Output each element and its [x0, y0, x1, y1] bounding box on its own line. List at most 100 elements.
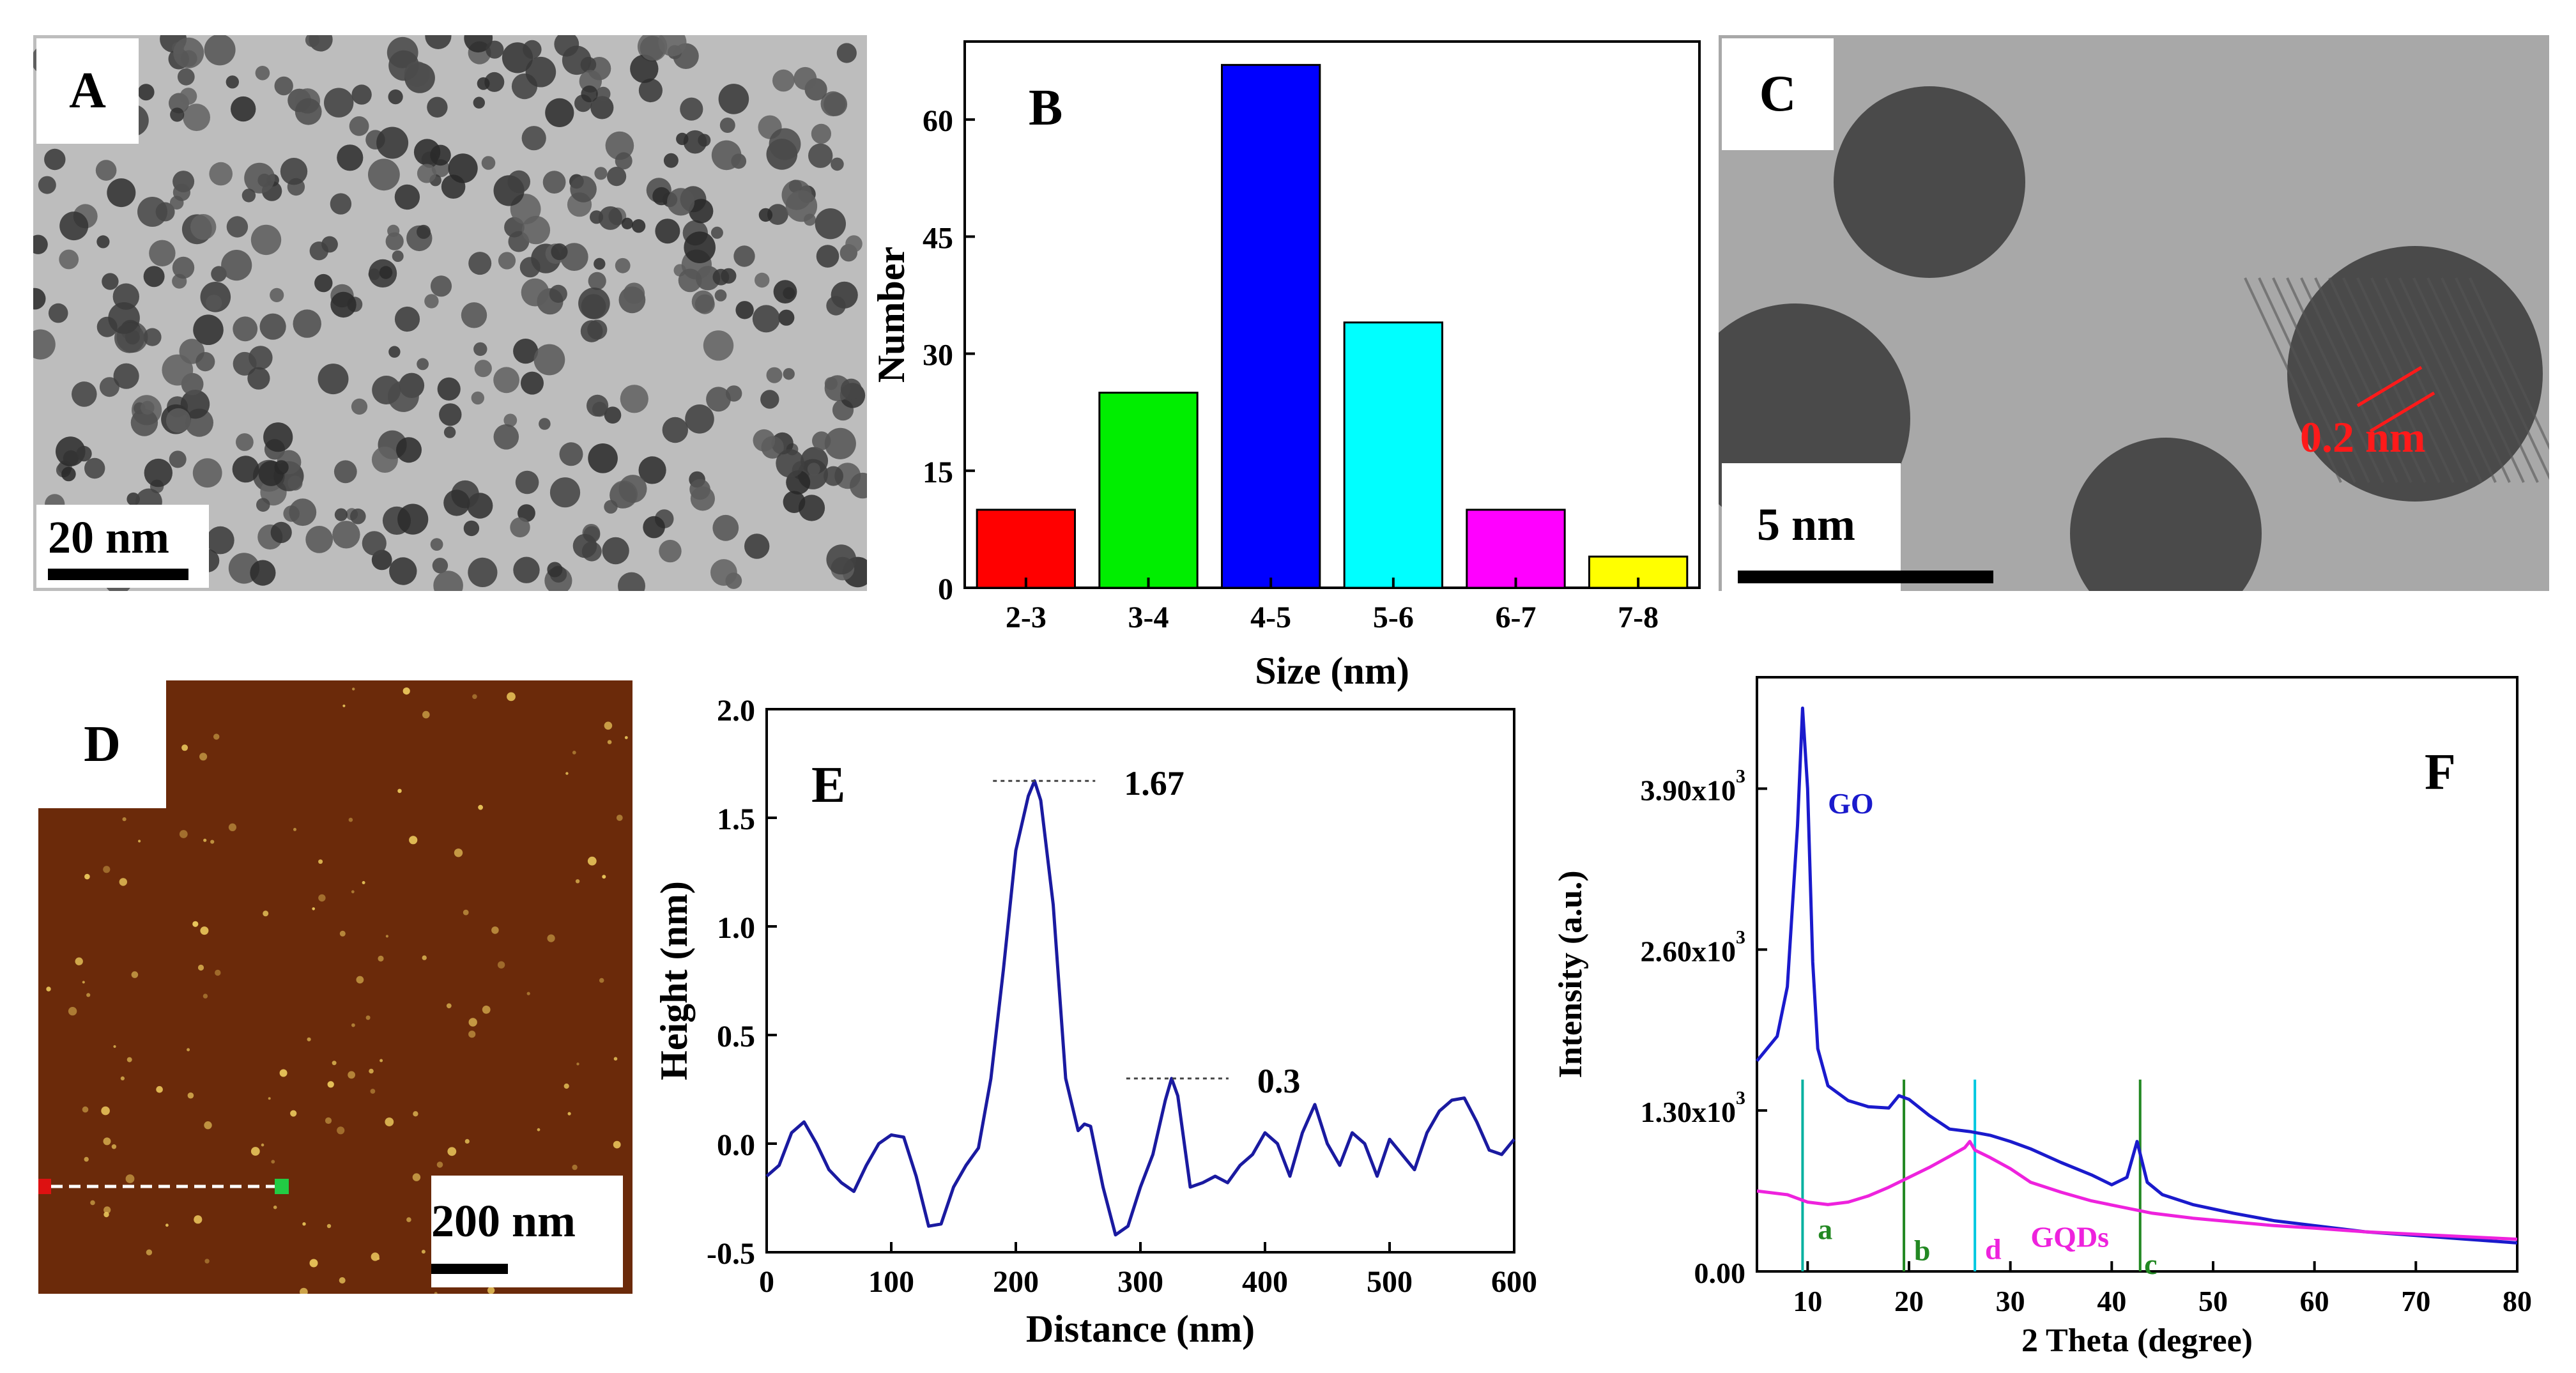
x-tick-label: 6-7 [1496, 601, 1537, 634]
nanoparticle [703, 330, 734, 361]
nanoparticle [314, 273, 333, 293]
nanoparticle [840, 378, 862, 400]
afm-dot [126, 1057, 132, 1062]
nanoparticle [330, 193, 352, 215]
nanoparticle [663, 153, 678, 168]
nanoparticle [430, 538, 443, 551]
marker-label-d: d [1985, 1233, 2002, 1266]
nanoparticle [547, 562, 563, 578]
nanoparticle [711, 140, 742, 171]
panel-c-scale-bar: 5 nm [1722, 463, 1901, 591]
nanoparticle [755, 272, 770, 288]
marker-label-b: b [1914, 1234, 1931, 1267]
nanoparticle [733, 245, 755, 267]
nanoparticle [767, 204, 788, 225]
afm-dot [318, 859, 323, 864]
nanoparticle [602, 537, 629, 565]
panel-a-letter: A [36, 38, 139, 144]
afm-dot [268, 1097, 271, 1100]
nanoparticle [33, 234, 48, 254]
nanoparticle [295, 98, 322, 125]
afm-dot [250, 1147, 260, 1156]
nanoparticle [638, 456, 666, 484]
panel-c-scale-line [1738, 571, 1993, 583]
afm-dot [602, 875, 606, 879]
nanoparticle [379, 266, 393, 279]
nanoparticle [793, 66, 817, 90]
afm-dot [204, 1259, 210, 1264]
nanoparticle [387, 224, 400, 237]
afm-dot [377, 1257, 380, 1261]
nanoparticle [233, 351, 257, 376]
nanoparticle [231, 96, 256, 122]
afm-dot [351, 890, 355, 894]
marker-label-c: c [2144, 1248, 2157, 1280]
lattice-fringe [2342, 277, 2441, 483]
nanoparticle [652, 187, 671, 206]
afm-dot [111, 1144, 117, 1149]
nanoparticle [255, 66, 270, 81]
x-tick-label: 200 [993, 1265, 1039, 1299]
nanoparticle [309, 242, 328, 261]
nanoparticle [270, 521, 292, 544]
y-tick-label: -0.5 [707, 1237, 755, 1271]
afm-dot [273, 1205, 277, 1209]
afm-dot [604, 721, 613, 730]
nanoparticle [586, 394, 609, 417]
nanoparticle [232, 456, 259, 483]
nanoparticle [274, 460, 289, 475]
nanoparticle [172, 256, 195, 279]
nanoparticle [137, 84, 155, 101]
nanoparticle [259, 313, 286, 340]
nanoparticle [816, 245, 839, 268]
nanoparticle [662, 417, 688, 443]
nanoparticle [604, 500, 618, 514]
nanoparticle [417, 358, 429, 371]
afm-dot [82, 1106, 89, 1113]
nanoparticle [388, 346, 401, 358]
afm-dot [82, 981, 85, 984]
afm-dot [138, 840, 141, 843]
nanoparticle [394, 184, 420, 210]
afm-dot [491, 926, 499, 934]
nanoparticle [521, 371, 544, 395]
panel-c-lattice-annotation: 0.2 nm [2300, 413, 2426, 461]
nanoparticle [694, 294, 715, 314]
nanoparticle [507, 170, 530, 194]
afm-dot [436, 1162, 443, 1168]
bar-3-4 [1098, 392, 1199, 589]
nanoparticle [594, 167, 608, 180]
lattice-fringe [2398, 277, 2497, 483]
afm-dot [332, 1061, 337, 1066]
afm-dot [412, 1173, 421, 1181]
nanoparticle [620, 385, 648, 413]
afm-dot [210, 840, 215, 844]
nanoparticle [820, 91, 846, 117]
afm-dot [339, 930, 346, 937]
panel-a-scale-label: 20 nm [48, 512, 170, 563]
afm-dot [572, 1164, 578, 1170]
x-tick-label: 30 [1996, 1285, 2025, 1317]
afm-dot [369, 1068, 374, 1074]
nanoparticle [773, 280, 797, 303]
x-axis-label: Distance (nm) [1026, 1308, 1255, 1350]
nanoparticle [638, 78, 663, 103]
nanoparticle [778, 309, 795, 326]
afm-dot [624, 736, 628, 739]
lattice-fringe [2455, 277, 2549, 480]
xrd-series-GQDs [1756, 1140, 2518, 1241]
nanoparticle [362, 531, 387, 556]
panel-c-letter: C [1722, 38, 1834, 150]
afm-dot [352, 687, 355, 691]
nanoparticle [581, 85, 598, 103]
afm-dot [422, 710, 430, 719]
panel-d-afm-image: D 200 nm [38, 680, 632, 1294]
nanoparticle [464, 35, 493, 53]
afm-dot [125, 1174, 135, 1183]
series-label-GO: GO [1828, 787, 1874, 820]
panel-d-scale-label: 200 nm [431, 1195, 576, 1246]
nanoparticle [193, 314, 224, 345]
afm-dot [181, 744, 188, 751]
nanoparticle [474, 360, 492, 378]
nanoparticle [714, 289, 727, 302]
